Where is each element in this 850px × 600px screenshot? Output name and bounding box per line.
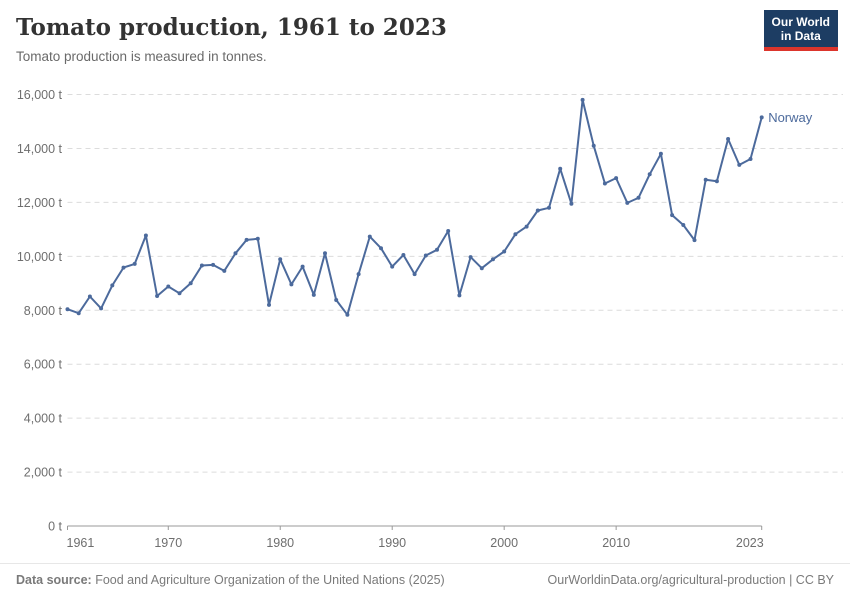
y-tick-label: 2,000 t xyxy=(24,466,63,480)
data-source-note: Data source: Food and Agriculture Organi… xyxy=(16,573,445,587)
y-tick-label: 14,000 t xyxy=(17,142,63,156)
footer-license-link[interactable]: OurWorldinData.org/agricultural-producti… xyxy=(547,573,834,587)
x-tick-labels: 1961 1970 1980 1990 2000 2010 2023 xyxy=(67,536,764,550)
page-title: Tomato production, 1961 to 2023 xyxy=(16,14,447,41)
owid-logo: Our World in Data xyxy=(763,10,838,51)
x-tick-label: 1970 xyxy=(154,536,182,550)
x-tick-label: 1980 xyxy=(266,536,294,550)
y-tick-label: 0 t xyxy=(48,520,62,534)
entity-label: Norway xyxy=(768,110,813,125)
y-tick-labels: 0 t 2,000 t 4,000 t 6,000 t 8,000 t 10,000 t 1… xyxy=(17,88,63,534)
x-tick-label: 2010 xyxy=(602,536,630,550)
x-tick-label: 1990 xyxy=(378,536,406,550)
owid-logo-line1: Our World xyxy=(771,15,830,29)
x-axis xyxy=(67,525,763,530)
x-tick-label: 2000 xyxy=(490,536,518,550)
x-tick-label: 2023 xyxy=(736,536,764,550)
y-gridlines xyxy=(67,94,843,473)
chart-subtitle: Tomato production is measured in tonnes. xyxy=(16,48,267,64)
chart-header: Tomato production, 1961 to 2023 Tomato p… xyxy=(16,14,750,64)
chart-footer: Data source: Food and Agriculture Organi… xyxy=(0,563,850,600)
series-line-norway xyxy=(66,98,763,316)
owid-logo-line2: in Data xyxy=(780,29,821,43)
y-tick-label: 6,000 t xyxy=(24,358,63,372)
x-tick-label: 1961 xyxy=(67,536,95,550)
y-tick-label: 12,000 t xyxy=(17,196,63,210)
data-source-text: Food and Agriculture Organization of the… xyxy=(91,573,445,587)
y-tick-label: 4,000 t xyxy=(24,412,63,426)
y-tick-label: 10,000 t xyxy=(17,250,63,264)
series-markers xyxy=(65,97,764,317)
y-tick-label: 8,000 t xyxy=(24,304,63,318)
data-source-label: Data source: xyxy=(16,573,92,587)
y-tick-label: 16,000 t xyxy=(17,88,63,102)
